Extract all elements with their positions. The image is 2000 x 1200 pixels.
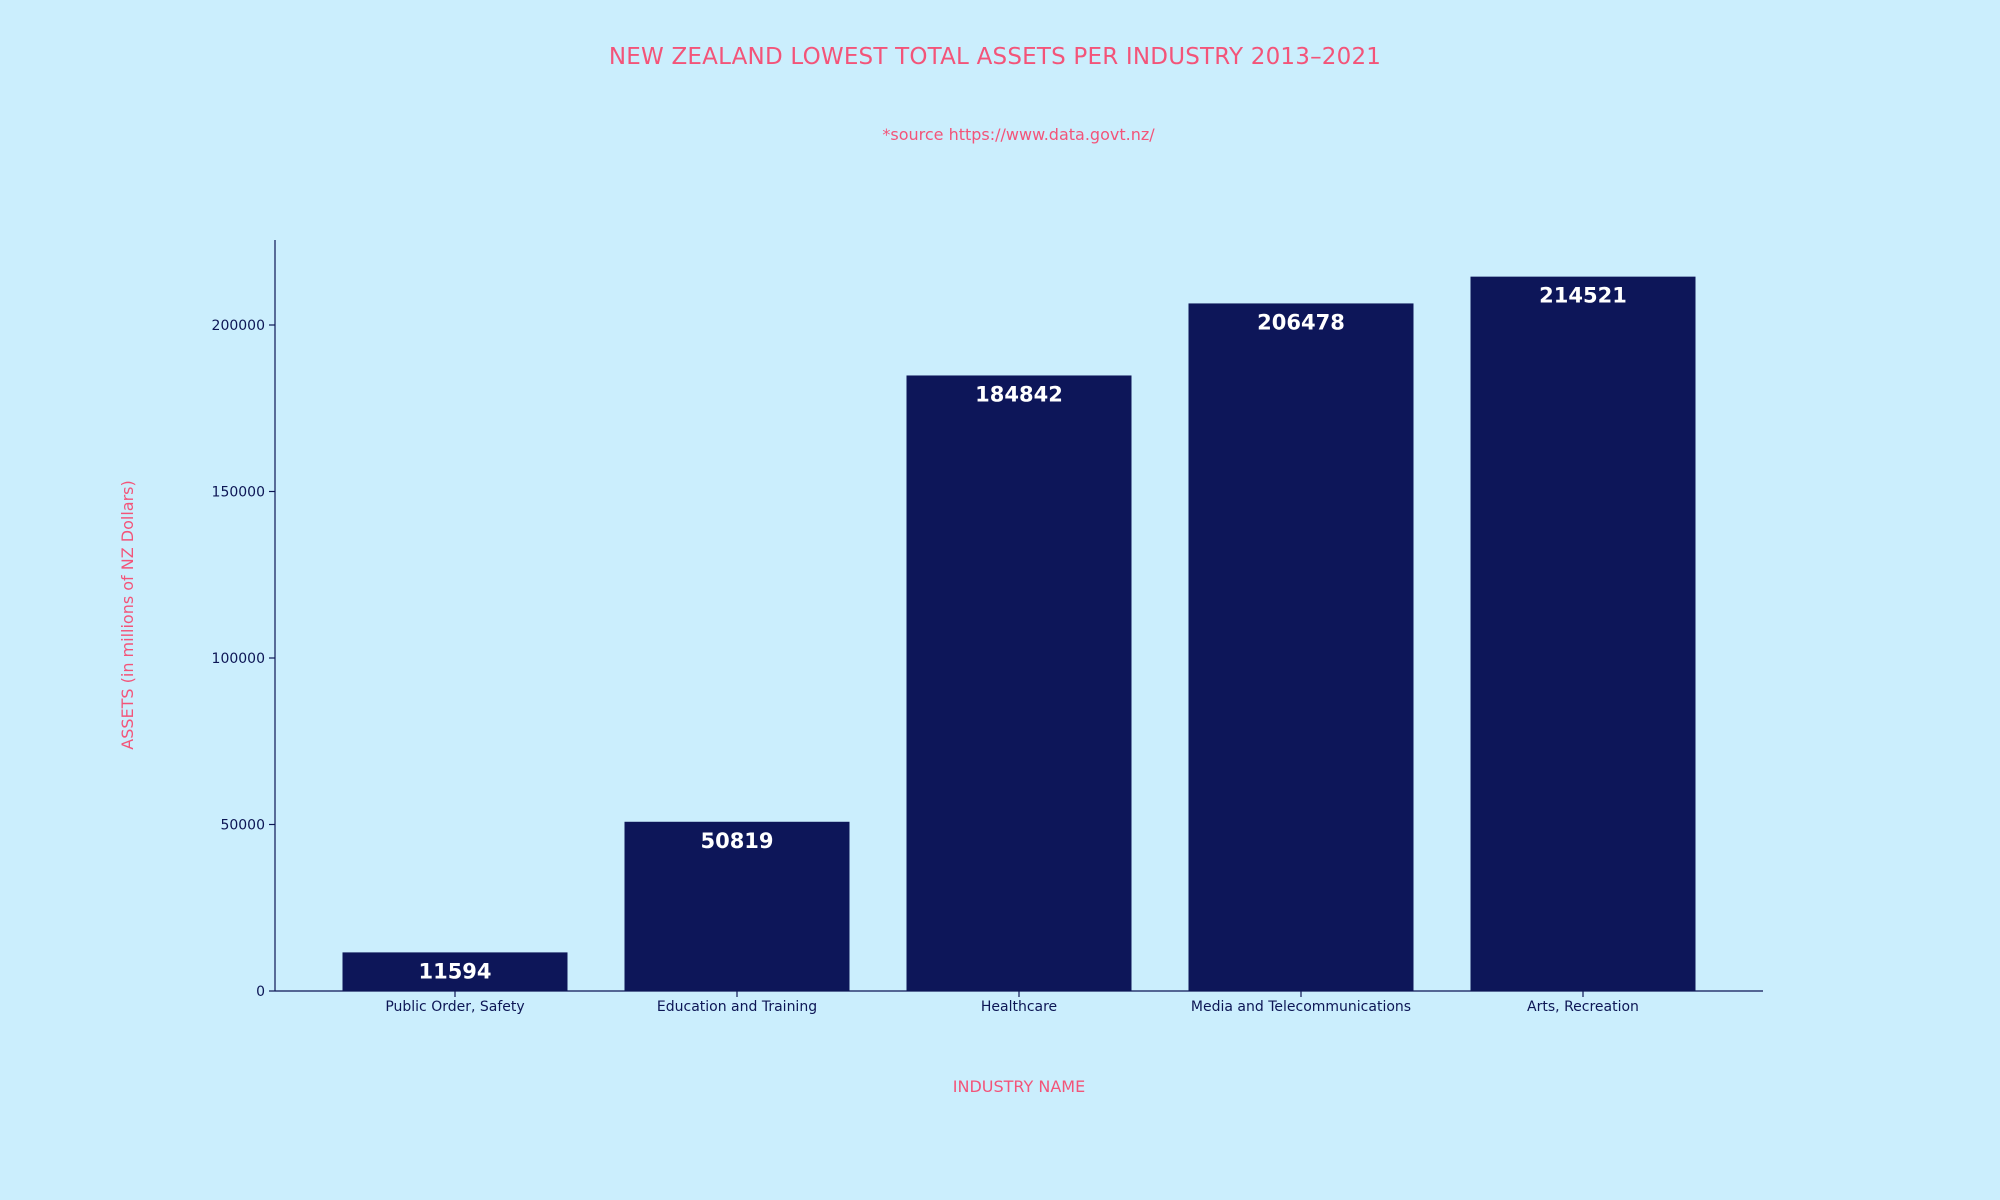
bars (342, 276, 1696, 992)
y-axis-title: ASSETS (in millions of NZ Dollars) (118, 480, 137, 750)
bar (624, 821, 850, 991)
bar-data-label: 214521 (1539, 284, 1627, 308)
bar (1470, 276, 1696, 991)
chart-title: NEW ZEALAND LOWEST TOTAL ASSETS PER INDU… (608, 44, 1382, 70)
chart-subtitle: *source https://www.data.govt.nz/ (882, 125, 1155, 144)
x-tick-label: Arts, Recreation (1527, 999, 1639, 1015)
y-axis-ticks: 0 50000 100000 150000 200000 (212, 318, 275, 1000)
data-labels: 11594 50819 184842 206478 214521 (418, 284, 1626, 984)
x-axis-title: INDUSTRY NAME (953, 1077, 1085, 1096)
y-tick-label: 50000 (220, 818, 265, 834)
y-tick-label: 100000 (212, 651, 265, 667)
bar (342, 952, 568, 991)
bar-data-label: 184842 (975, 382, 1063, 406)
bar (906, 375, 1132, 991)
y-tick-label: 150000 (212, 485, 265, 501)
y-tick-label: 200000 (212, 318, 265, 334)
x-tick-label: Education and Training (657, 999, 817, 1015)
bar-data-label: 206478 (1257, 310, 1345, 334)
x-tick-label: Media and Telecommunications (1191, 999, 1411, 1015)
bar (1188, 303, 1414, 992)
x-tick-label: Public Order, Safety (385, 999, 524, 1015)
x-axis-ticks: Public Order, Safety Education and Traini… (385, 991, 1639, 1015)
x-tick-label: Healthcare (981, 999, 1057, 1015)
y-tick-label: 0 (256, 984, 265, 1000)
bar-data-label: 11594 (418, 959, 491, 983)
bar-data-label: 50819 (700, 829, 773, 853)
